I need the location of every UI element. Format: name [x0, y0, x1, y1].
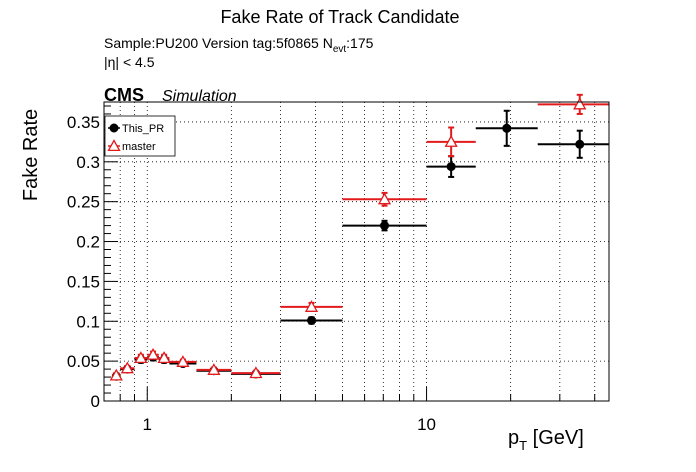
legend-marker [107, 139, 121, 152]
data-point [444, 135, 458, 147]
cms-sublabel: Simulation [162, 88, 237, 105]
x-axis-label: pT [GeV] [508, 427, 584, 453]
x-axis-label-unit: [GeV] [527, 427, 584, 449]
cms-label: CMS [104, 85, 144, 105]
y-tick-label: 0.35 [67, 113, 100, 132]
x-tick-label: 1 [143, 415, 152, 434]
y-tick-label: 0 [91, 392, 100, 411]
info-line-1-pre: Sample:PU200 Version tag:5f0865 N [104, 35, 333, 51]
y-tick-label: 0.2 [76, 233, 100, 252]
y-tick-label: 0.1 [76, 312, 100, 331]
data-point [573, 97, 587, 110]
y-tick-label: 0.3 [76, 153, 100, 172]
data-point [207, 363, 221, 375]
x-tick-label: 10 [417, 415, 436, 434]
data-point [146, 347, 160, 360]
data-series [109, 93, 609, 381]
data-point [157, 351, 171, 363]
data-point [120, 361, 134, 374]
y-tick-label: 0.05 [67, 352, 100, 371]
y-axis-label: Fake Rate [20, 109, 42, 201]
data-point [176, 355, 190, 367]
y-tick-label: 0.15 [67, 272, 100, 291]
legend-label: master [122, 141, 156, 153]
x-axis-label-sub: T [519, 438, 527, 453]
y-tick-label: 0.25 [67, 193, 100, 212]
data-point [249, 366, 263, 379]
info-line-1: Sample:PU200 Version tag:5f0865 Nevt:175 [104, 35, 374, 55]
info-line-1-sub: evt [333, 44, 347, 55]
plot-frame [103, 101, 610, 402]
x-axis-label-main: p [508, 427, 519, 449]
legend-marker [109, 123, 119, 133]
legend-label: This_PR [122, 123, 164, 135]
data-point [380, 221, 390, 231]
data-point [134, 351, 148, 363]
chart-title: Fake Rate of Track Candidate [220, 7, 459, 27]
data-point [307, 315, 317, 325]
data-point [502, 123, 512, 133]
data-point [304, 300, 319, 312]
info-line-1-post: :175 [346, 35, 373, 51]
series-master [109, 93, 609, 381]
data-point [446, 162, 456, 172]
axes: 0 0.05 0.1 0.15 0.2 0.25 0.3 0.35 1 10 [67, 105, 596, 434]
data-point [377, 192, 392, 205]
data-point [109, 368, 123, 381]
data-point [575, 139, 585, 149]
info-line-2: |η| < 4.5 [104, 54, 155, 70]
